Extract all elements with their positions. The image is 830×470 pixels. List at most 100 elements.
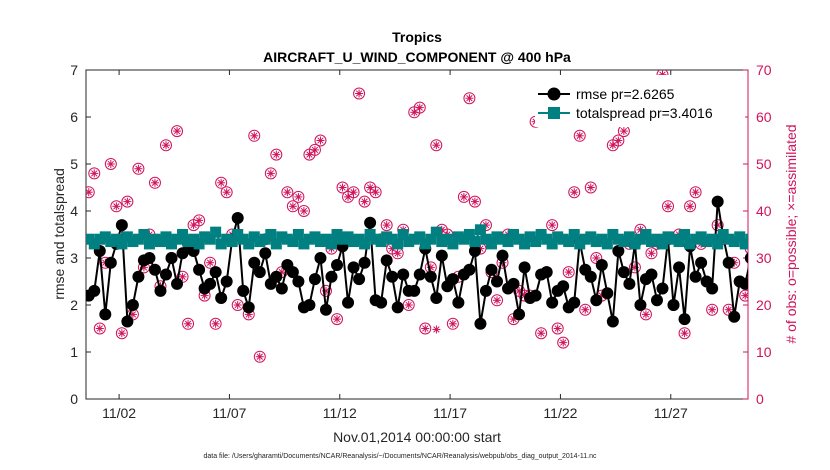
obs-marker-circle bbox=[579, 303, 592, 316]
rmse-point bbox=[645, 268, 658, 281]
obs-marker-asterisk bbox=[515, 287, 523, 295]
rmse-point bbox=[800, 292, 812, 304]
obs-marker-asterisk bbox=[433, 326, 440, 333]
obs-marker-asterisk bbox=[593, 254, 600, 262]
obs-marker-asterisk bbox=[582, 306, 589, 313]
spread-point bbox=[414, 231, 426, 243]
obs-marker-circle bbox=[762, 267, 773, 278]
obs-marker bbox=[446, 317, 459, 330]
obs-marker-circle bbox=[557, 336, 570, 349]
spread-point bbox=[756, 236, 767, 247]
obs-marker-circle bbox=[430, 139, 443, 152]
rmse-point bbox=[331, 259, 344, 272]
spread-point bbox=[221, 233, 233, 245]
obs-marker-asterisk bbox=[411, 109, 418, 116]
spread-point bbox=[270, 238, 282, 250]
y2-tick-label: 0 bbox=[756, 391, 764, 407]
obs-marker-asterisk bbox=[184, 320, 192, 327]
obs-marker-asterisk bbox=[814, 246, 820, 252]
rmse-point bbox=[231, 212, 244, 225]
obs-marker bbox=[402, 299, 415, 311]
rmse-point bbox=[546, 296, 559, 309]
obs-marker-circle bbox=[413, 101, 426, 114]
obs-marker-circle bbox=[369, 186, 382, 199]
obs-marker-circle bbox=[822, 285, 830, 296]
obs-marker-asterisk bbox=[206, 259, 214, 266]
obs-marker-circle bbox=[535, 327, 548, 340]
obs-marker-asterisk bbox=[405, 301, 412, 309]
obs-marker-circle bbox=[739, 289, 748, 302]
obs-marker-asterisk bbox=[113, 203, 120, 210]
spread-point bbox=[656, 238, 668, 250]
obs-marker-asterisk bbox=[725, 306, 732, 313]
obs-marker-asterisk bbox=[295, 193, 302, 201]
spread-point bbox=[701, 236, 713, 248]
obs-marker-circle bbox=[551, 322, 564, 335]
rmse-point bbox=[165, 252, 178, 264]
rmse-point bbox=[143, 252, 156, 264]
obs-marker bbox=[176, 270, 189, 283]
obs-marker-asterisk bbox=[747, 250, 748, 252]
spread-point bbox=[359, 238, 371, 250]
obs-marker-circle bbox=[402, 299, 415, 311]
spread-point bbox=[325, 238, 337, 250]
obs-marker bbox=[762, 267, 773, 278]
rmse-point bbox=[397, 268, 410, 281]
spread-point bbox=[281, 233, 293, 245]
obs-marker-circle bbox=[490, 294, 503, 307]
spread-point bbox=[276, 231, 288, 243]
rmse-point bbox=[601, 287, 614, 300]
legend: rmse pr=2.6265 totalspread pr=3.4016 bbox=[535, 75, 745, 127]
spread-point bbox=[160, 231, 172, 243]
x-tick-label: 11/22 bbox=[543, 405, 577, 421]
rmse-point bbox=[209, 266, 222, 279]
y2-tick-label: 60 bbox=[756, 109, 772, 125]
rmse-point bbox=[380, 254, 393, 267]
spread-point bbox=[248, 231, 260, 243]
obs-marker-asterisk bbox=[609, 142, 617, 149]
obs-marker-asterisk bbox=[637, 226, 644, 233]
obs-marker-circle bbox=[231, 299, 244, 311]
rmse-point bbox=[435, 249, 448, 262]
obs-marker-asterisk bbox=[742, 292, 748, 299]
obs-marker-asterisk bbox=[664, 203, 672, 210]
obs-marker-asterisk bbox=[129, 311, 137, 318]
obs-marker bbox=[253, 350, 266, 363]
obs-marker-asterisk bbox=[86, 189, 92, 196]
obs-marker-asterisk bbox=[615, 137, 622, 144]
spread-point bbox=[232, 229, 244, 240]
obs-marker-circle bbox=[817, 285, 828, 296]
y2-tick-label: 40 bbox=[756, 203, 772, 219]
rmse-point bbox=[154, 284, 167, 297]
rmse-point bbox=[171, 277, 184, 290]
obs-marker-asterisk bbox=[344, 193, 352, 201]
obs-marker-asterisk bbox=[776, 330, 782, 336]
ticks-layer: 11/02 11/07 11/12 11/17 11/22 11/270123456701… bbox=[70, 62, 772, 421]
spread-point bbox=[767, 238, 778, 249]
obs-marker bbox=[204, 256, 217, 269]
rmse-point bbox=[358, 256, 371, 269]
obs-marker bbox=[617, 125, 630, 138]
spread-point bbox=[121, 231, 133, 243]
obs-marker bbox=[490, 294, 503, 307]
obs-marker bbox=[193, 214, 206, 227]
obs-marker bbox=[264, 167, 277, 180]
obs-marker-asterisk bbox=[820, 288, 826, 294]
obs-marker bbox=[209, 317, 222, 330]
obs-marker-circle bbox=[331, 313, 344, 326]
y2-axis-label: # of obs: o=possible; ×=assimilated bbox=[783, 124, 799, 343]
spread-point bbox=[474, 224, 486, 236]
obs-marker-asterisk bbox=[383, 221, 390, 229]
spread-point bbox=[303, 233, 315, 245]
spread-point bbox=[188, 233, 200, 245]
spread-point bbox=[552, 231, 564, 243]
obs-marker-circle bbox=[568, 186, 581, 199]
spread-point bbox=[541, 233, 553, 245]
rmse-point bbox=[656, 282, 669, 295]
spread-point bbox=[298, 238, 310, 250]
spread-point bbox=[728, 236, 740, 248]
obs-marker-asterisk bbox=[648, 250, 655, 257]
obs-marker bbox=[231, 299, 244, 311]
spread-point bbox=[762, 234, 773, 245]
